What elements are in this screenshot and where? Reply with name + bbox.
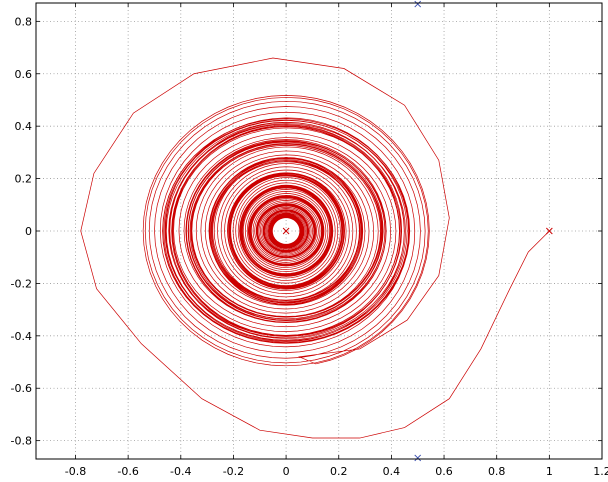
y-tick-label: -0.2 — [11, 277, 32, 290]
x-tick-label: 0.8 — [488, 465, 506, 478]
x-tick-label: -0.8 — [65, 465, 86, 478]
y-tick-label: -0.4 — [11, 330, 32, 343]
x-tick-labels: -0.8 -0.6 -0.4 -0.2 0 0.2 0.4 0.6 0.8 1 1.2 — [65, 465, 608, 478]
x-tick-label: -0.4 — [170, 465, 191, 478]
y-tick-label: -0.6 — [11, 382, 32, 395]
x-marker — [414, 454, 422, 462]
y-tick-label: 0.2 — [15, 173, 33, 186]
x-tick-label: 0.4 — [383, 465, 401, 478]
x-marker — [545, 227, 553, 235]
y-tick-label: -0.8 — [11, 435, 32, 448]
y-tick-label: 0.6 — [15, 68, 33, 81]
y-tick-labels: -0.8 -0.6 -0.4 -0.2 0 0.2 0.4 0.6 0.8 — [11, 15, 32, 447]
tick-marks — [36, 3, 603, 459]
x-tick-label: 0.2 — [330, 465, 348, 478]
x-tick-label: 1 — [546, 465, 553, 478]
markers-layer — [282, 0, 553, 462]
y-tick-label: 0 — [25, 225, 32, 238]
x-tick-label: 0.6 — [435, 465, 453, 478]
x-marker — [414, 0, 422, 8]
x-tick-label: -0.6 — [117, 465, 138, 478]
x-tick-label: -0.2 — [223, 465, 244, 478]
series-layer — [80, 57, 550, 439]
spiral-series-line — [80, 57, 550, 439]
x-marker — [282, 227, 290, 235]
x-tick-label: 0 — [283, 465, 290, 478]
y-tick-label: 0.8 — [15, 15, 33, 28]
y-tick-label: 0.4 — [15, 120, 33, 133]
x-tick-label: 1.2 — [593, 465, 608, 478]
